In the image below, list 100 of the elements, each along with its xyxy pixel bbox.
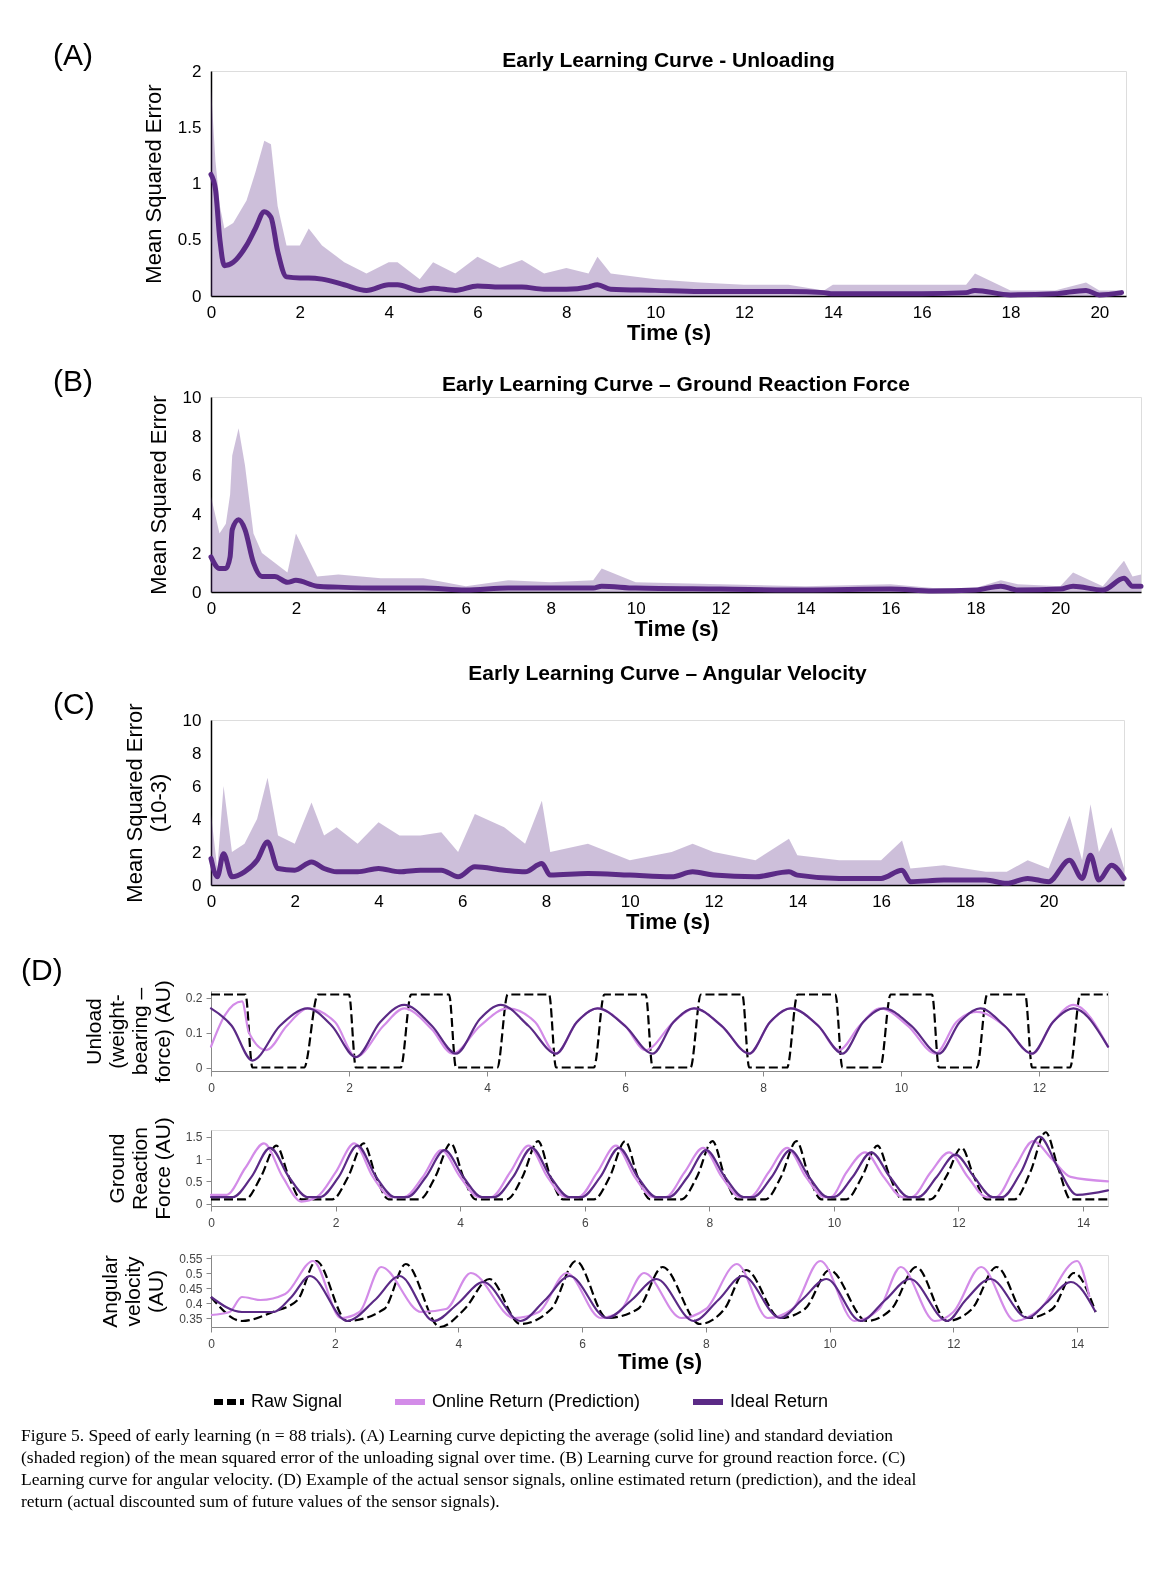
x-tick-label: 8 [760,1080,768,1095]
x-tick-label: 14 [1070,1336,1085,1351]
y-axis-title: Unload (weight-bearing – force) (AU) [81,980,174,1083]
x-tick-label: 2 [291,598,302,618]
x-tick-label: 8 [541,891,552,911]
x-tick-label: 12 [952,1215,966,1230]
x-axis-title: Time (s) [626,908,710,934]
x-tick-label: 8 [562,302,572,322]
x-tick-label: 4 [457,1215,465,1230]
y-tick-label: 0.2 [185,991,203,1006]
y-axis-title: Ground Reaction Force (AU) [104,1117,174,1220]
y-tick-label: 0.35 [179,1311,203,1326]
x-tick-label: 18 [966,598,986,618]
y-tick-label: 1.5 [177,117,202,137]
x-tick-label: 6 [461,598,472,618]
x-axis-title: Time (s) [627,319,711,345]
text: (A) [53,38,93,71]
x-tick-label: 14 [796,598,816,618]
x-tick-label: 6 [473,302,483,322]
x-tick-label: 18 [955,891,975,911]
y-tick-label: 0 [195,1061,203,1076]
x-tick-label: 16 [912,302,932,322]
x-tick-label: 4 [455,1336,463,1351]
x-tick-label: 20 [1090,302,1110,322]
x-tick-label: 20 [1039,891,1059,911]
x-tick-label: 10 [626,598,646,618]
y-tick-label: 2 [192,543,202,563]
x-tick-label: 2 [295,302,306,322]
x-tick-label: 4 [376,598,387,618]
y-tick-label: 0.1 [185,1026,203,1041]
y-axis-title: Angular velocity (AU) [98,1255,168,1328]
x-tick-label: 8 [703,1336,711,1351]
x-tick-label: 0 [208,1215,216,1230]
legend-label: Ideal Return [730,1391,829,1411]
x-tick-label: 12 [704,891,724,911]
x-tick-label: 16 [872,891,892,911]
caption: Figure 5. Speed of early learning (n = 88 trials). (A) Learning curve depicting the average (solid line) and standard deviation (shaded region) of the mean squared error of the unloading signal over time. (B) Learning curve for ground reaction force. (C) Learning curve for angular velocity. (D) Example of the actual sensor signals, online estimated return (prediction), and the ideal return (actual discounted sum of future values of the sensor signals). [21,1425,917,1511]
x-tick-label: 4 [384,302,394,322]
x-tick-label: 6 [458,891,468,911]
y-tick-label: 1 [195,1152,203,1167]
text: (D) [21,953,63,986]
x-tick-label: 10 [620,891,640,911]
y-tick-label: 0 [192,286,202,306]
x-tick-label: 14 [788,891,808,911]
x-tick-label: 6 [581,1215,589,1230]
x-tick-label: 2 [331,1336,339,1351]
y-tick-label: 0.5 [177,230,202,250]
y-tick-label: 8 [192,743,202,763]
y-tick-label: 10 [182,387,202,407]
x-tick-label: 10 [894,1080,909,1095]
x-tick-label: 12 [1032,1080,1047,1095]
y-tick-label: 4 [192,504,202,524]
x-tick-label: 8 [706,1215,714,1230]
line-series [209,1274,1097,1323]
y-tick-label: 0.5 [185,1266,203,1281]
y-tick-label: 8 [192,426,202,446]
y-axis-title: Mean Squared Error [140,84,166,284]
x-tick-label: 10 [646,302,666,322]
y-tick-label: 0.55 [179,1251,203,1266]
y-tick-label: 10 [182,710,202,730]
x-tick-label: 8 [546,598,556,618]
y-tick-label: 0.4 [185,1296,203,1311]
chart-title: Early Learning Curve – Angular Velocity [468,661,867,684]
x-tick-label: 18 [1001,302,1021,322]
y-axis-title: Mean Squared Error [145,395,171,595]
chart-title: Early Learning Curve – Ground Reaction Force [442,372,910,395]
x-tick-label: 14 [823,302,843,322]
x-tick-label: 6 [622,1080,630,1095]
y-tick-label: 1 [192,174,202,193]
x-tick-label: 0 [208,1080,216,1095]
y-tick-label: 2 [192,842,202,862]
y-tick-label: 1.5 [185,1130,203,1145]
text: (C) [53,687,95,720]
chart-title: Early Learning Curve - Unloading [502,48,835,71]
y-tick-label: 0 [192,582,202,602]
x-tick-label: 16 [881,598,901,618]
y-tick-label: 0 [192,875,202,895]
y-tick-label: 4 [192,809,202,829]
x-tick-label: 20 [1051,598,1071,618]
x-tick-label: 2 [332,1215,340,1230]
x-tick-label: 2 [346,1080,354,1095]
x-axis-title: Time (s) [634,615,719,641]
x-tick-label: 6 [579,1336,587,1351]
y-tick-label: 2 [192,61,202,81]
x-tick-label: 4 [374,891,384,911]
legend-label: Online Return (Prediction) [432,1391,641,1411]
text: (B) [53,364,93,397]
y-tick-label: 0.45 [179,1281,203,1296]
y-tick-label: 0.5 [185,1174,203,1189]
legend-label: Raw Signal [251,1391,343,1411]
x-tick-label: 12 [735,302,754,322]
x-tick-label: 4 [484,1080,492,1095]
x-tick-label: 0 [208,1336,216,1351]
x-tick-label: 14 [1076,1215,1091,1230]
y-tick-label: 0 [195,1197,203,1212]
y-tick-label: 6 [192,776,202,796]
x-tick-label: 10 [823,1336,838,1351]
x-tick-label: 12 [947,1336,961,1351]
x-tick-label: 2 [290,891,300,911]
x-axis-title: Time (s) [618,1348,702,1374]
